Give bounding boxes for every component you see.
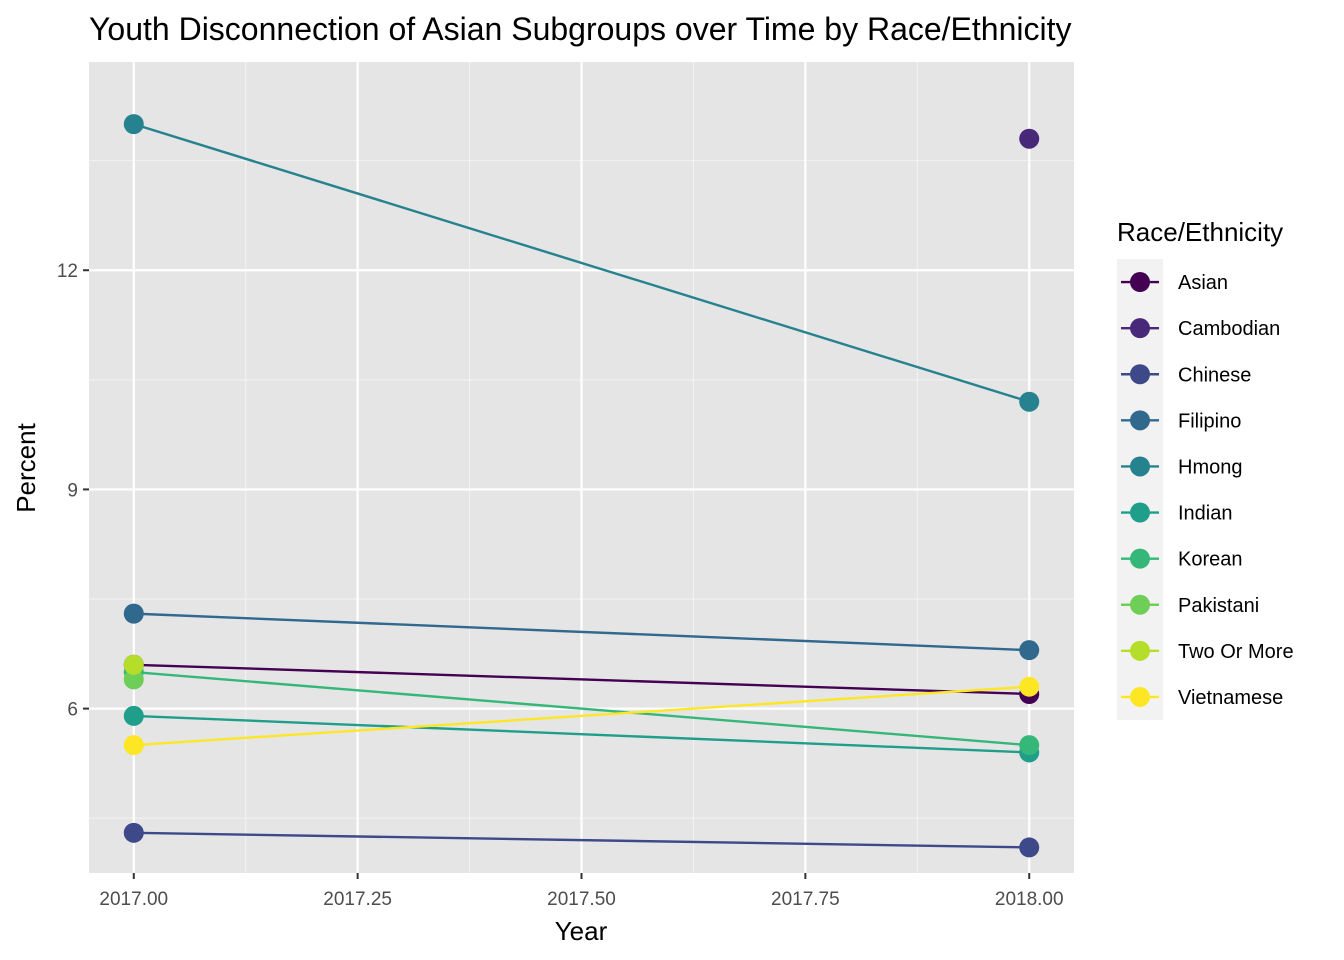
data-point — [123, 603, 144, 624]
series-line — [133, 122, 1030, 403]
legend-label: Vietnamese — [1178, 687, 1283, 709]
series-line — [133, 612, 1030, 652]
legend-title: Race/Ethnicity — [1117, 217, 1283, 247]
y-axis: 6 9 12 — [57, 261, 89, 721]
chart-title: Youth Disconnection of Asian Subgroups o… — [89, 11, 1071, 47]
x-tick-label: 2017.00 — [99, 889, 168, 910]
legend-key-point — [1130, 502, 1150, 523]
legend-label: Hmong — [1178, 456, 1242, 478]
series-line — [133, 831, 1030, 849]
legend-key-point — [1130, 594, 1150, 615]
data-point — [1019, 128, 1040, 149]
series-line — [133, 714, 1030, 754]
data-point — [123, 654, 144, 675]
legend: Race/Ethnicity Asian Cambodian Chinese Fili… — [1117, 217, 1294, 720]
y-tick-label: 6 — [67, 700, 78, 721]
data-point — [1019, 640, 1040, 661]
x-tick-label: 2017.25 — [323, 889, 392, 910]
series-line — [133, 663, 1030, 696]
x-tick-label: 2018.00 — [995, 889, 1064, 910]
legend-label: Korean — [1178, 549, 1243, 571]
legend-key-point — [1130, 318, 1150, 339]
legend-label: Pakistani — [1178, 595, 1259, 617]
legend-label: Chinese — [1178, 364, 1251, 386]
legend-label: Two Or More — [1178, 641, 1294, 663]
legend-label: Cambodian — [1178, 318, 1280, 340]
legend-key-point — [1130, 686, 1150, 707]
legend-key-point — [1130, 456, 1150, 477]
legend-key-point — [1130, 548, 1150, 569]
legend-key-point — [1130, 364, 1150, 385]
data-point — [1019, 837, 1040, 858]
y-tick-label: 9 — [67, 480, 78, 501]
x-axis-title: Year — [555, 916, 608, 946]
data-point — [123, 735, 144, 756]
legend-key-point — [1130, 640, 1150, 661]
legend-label: Indian — [1178, 503, 1233, 525]
x-tick-label: 2017.50 — [547, 889, 616, 910]
legend-label: Filipino — [1178, 410, 1241, 432]
x-tick-label: 2017.75 — [771, 889, 840, 910]
series-lines — [133, 122, 1030, 849]
data-point — [1019, 391, 1040, 412]
y-axis-title: Percent — [11, 422, 41, 512]
series-points — [123, 114, 1040, 858]
series-line — [133, 670, 1030, 747]
data-point — [1019, 676, 1040, 697]
legend-key-point — [1130, 272, 1150, 293]
data-point — [123, 114, 144, 135]
data-point — [123, 705, 144, 726]
data-point — [123, 822, 144, 843]
x-axis: 2017.00 2017.25 2017.50 2017.75 2018.00 — [99, 873, 1064, 910]
series-line — [133, 685, 1030, 747]
data-point — [123, 669, 144, 690]
legend-label: Asian — [1178, 272, 1228, 294]
y-tick-label: 12 — [57, 261, 78, 282]
data-point — [1019, 735, 1040, 756]
legend-key-point — [1130, 410, 1150, 431]
